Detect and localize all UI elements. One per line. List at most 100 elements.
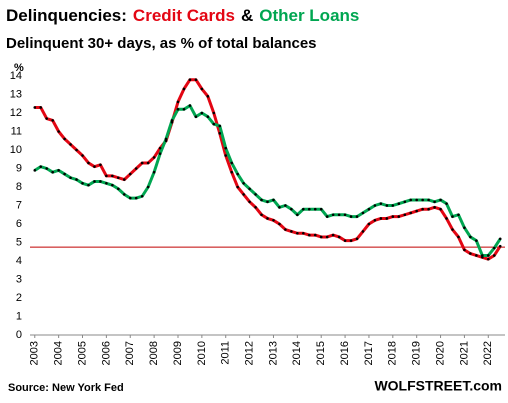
point: [415, 209, 418, 213]
point: [248, 187, 251, 191]
point: [385, 204, 389, 207]
y-tick-label: 3: [16, 273, 22, 285]
point: [379, 202, 383, 205]
point: [212, 122, 216, 126]
point: [81, 154, 84, 157]
point: [176, 100, 180, 104]
point: [266, 200, 269, 204]
point: [206, 95, 210, 98]
point: [164, 139, 168, 143]
point: [313, 233, 317, 237]
point: [182, 87, 186, 91]
point: [469, 252, 472, 255]
x-tick-label: 2018: [387, 341, 399, 365]
point: [319, 235, 323, 239]
point: [230, 161, 233, 165]
point: [433, 206, 436, 209]
point: [99, 180, 102, 183]
x-tick-label: 2022: [482, 341, 494, 365]
point: [39, 165, 43, 168]
point: [248, 200, 251, 204]
x-tick-label: 2015: [315, 341, 327, 365]
point: [87, 161, 90, 165]
point: [51, 170, 54, 174]
point: [212, 111, 216, 115]
point: [236, 185, 239, 189]
point: [69, 176, 72, 180]
point: [188, 104, 192, 107]
x-tick-label: 2020: [434, 341, 446, 365]
point: [331, 233, 335, 237]
point: [224, 146, 228, 150]
point: [57, 169, 60, 172]
point: [278, 206, 281, 209]
point: [188, 78, 192, 81]
point: [391, 204, 395, 207]
point: [313, 207, 317, 211]
point: [481, 254, 484, 257]
x-tick-label: 2013: [267, 341, 279, 365]
point: [260, 213, 263, 217]
point: [33, 169, 37, 172]
point: [427, 207, 430, 211]
point: [409, 211, 413, 215]
chart-subtitle: Delinquent 30+ days, as % of total balan…: [6, 35, 317, 52]
point: [457, 235, 460, 239]
point: [457, 213, 460, 217]
point: [290, 207, 293, 211]
point: [128, 196, 132, 200]
point: [122, 193, 126, 196]
point: [302, 207, 305, 211]
point: [284, 228, 287, 231]
point: [325, 215, 329, 218]
y-tick-label: 13: [10, 88, 22, 100]
point: [45, 117, 49, 120]
point: [355, 215, 359, 218]
point: [254, 193, 257, 196]
point: [272, 198, 275, 202]
point: [403, 200, 407, 204]
point: [475, 254, 478, 257]
point: [63, 137, 66, 141]
point: [361, 211, 365, 215]
x-tick-label: 2016: [339, 341, 351, 365]
point: [200, 111, 204, 115]
point: [152, 170, 156, 174]
x-tick-label: 2011: [220, 341, 232, 365]
point: [242, 193, 245, 196]
point: [385, 217, 389, 220]
point: [146, 185, 150, 189]
point: [445, 202, 448, 205]
x-tick-label: 2007: [124, 341, 136, 365]
point: [409, 198, 413, 202]
point: [451, 215, 454, 218]
point: [134, 196, 138, 200]
point: [307, 207, 311, 211]
point: [397, 202, 401, 205]
y-tick-label: 11: [11, 125, 22, 137]
point: [158, 146, 162, 150]
point: [200, 87, 204, 91]
point: [325, 235, 329, 239]
point: [152, 156, 156, 159]
point: [290, 230, 293, 233]
point: [445, 217, 448, 220]
x-tick-label: 2009: [172, 341, 184, 365]
title-part: &: [241, 6, 253, 25]
point: [57, 130, 60, 133]
point: [69, 143, 72, 146]
point: [373, 204, 377, 207]
point: [140, 161, 144, 165]
point: [122, 178, 126, 181]
point: [146, 161, 150, 165]
point: [319, 207, 323, 211]
point: [158, 152, 162, 155]
point: [105, 182, 108, 185]
point: [498, 244, 502, 248]
point: [45, 167, 49, 170]
y-tick-label: 0: [16, 329, 22, 341]
point: [176, 108, 180, 111]
x-tick-label: 2008: [148, 341, 160, 365]
point: [397, 215, 401, 218]
